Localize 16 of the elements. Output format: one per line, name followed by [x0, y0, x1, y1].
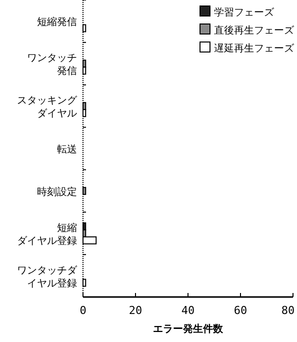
legend-label: 学習フェーズ [214, 6, 275, 18]
y-tick-label: 転送 [57, 144, 77, 156]
y-tick-label: ワンタッチダイヤル登録 [17, 264, 78, 290]
x-tick-label: 0 [80, 304, 86, 317]
x-tick-label: 60 [234, 304, 248, 317]
x-tick-label: 80 [281, 304, 295, 317]
x-tick-label: 40 [181, 304, 195, 317]
y-tick-label: 短縮ダイヤル登録 [17, 222, 77, 247]
legend-label: 遅延再生フェーズ [214, 42, 295, 54]
y-tick-label: 短縮発信 [37, 16, 77, 28]
y-tick-label: 時刻設定 [37, 186, 77, 198]
x-axis-title: エラー発生件数 [153, 323, 224, 335]
y-tick-label: ワンタッチ発信 [27, 53, 77, 78]
legend-label: 直後再生フェーズ [214, 24, 295, 36]
y-tick-label: スタッキングダイヤル [17, 96, 78, 120]
x-tick-label: 20 [128, 304, 142, 317]
